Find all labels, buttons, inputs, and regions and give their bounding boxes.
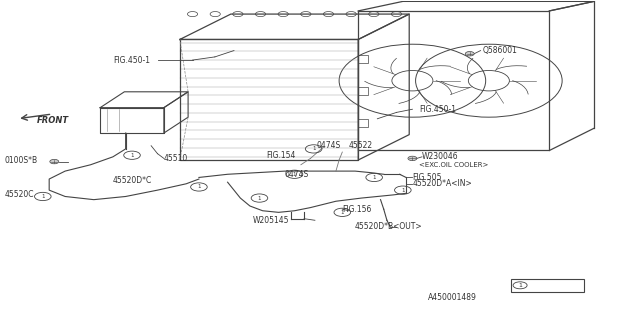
Circle shape — [408, 156, 417, 161]
Text: FIG.156: FIG.156 — [342, 205, 372, 214]
Text: 0100S*B: 0100S*B — [4, 156, 38, 164]
Bar — [511, 279, 584, 292]
Text: 45520D*B<OUT>: 45520D*B<OUT> — [355, 222, 422, 231]
Text: W170062: W170062 — [532, 281, 569, 290]
Text: 0474S: 0474S — [285, 170, 309, 179]
Text: 45510: 45510 — [164, 154, 188, 163]
Text: 1: 1 — [372, 175, 376, 180]
Text: 1: 1 — [340, 210, 344, 215]
Circle shape — [465, 52, 474, 56]
Text: <EXC.OIL COOLER>: <EXC.OIL COOLER> — [419, 162, 488, 168]
Text: 45522: 45522 — [349, 141, 372, 150]
Text: FIG.450-1: FIG.450-1 — [113, 56, 150, 65]
Text: 45520D*A<IN>: 45520D*A<IN> — [412, 179, 472, 188]
Bar — [358, 55, 368, 63]
Text: 1: 1 — [312, 146, 316, 151]
Text: 1: 1 — [401, 188, 404, 193]
Text: W230046: W230046 — [422, 152, 459, 161]
Bar — [358, 87, 368, 95]
Bar — [358, 119, 368, 127]
Text: 1: 1 — [518, 283, 522, 288]
Text: 45520C: 45520C — [4, 190, 34, 199]
Text: 1: 1 — [131, 153, 134, 158]
Text: 45520D*C: 45520D*C — [113, 176, 152, 185]
Text: 1: 1 — [258, 196, 261, 201]
Text: 1: 1 — [197, 184, 201, 189]
Circle shape — [50, 159, 59, 164]
Text: 0474S: 0474S — [317, 141, 341, 150]
Text: FIG.154: FIG.154 — [266, 151, 295, 160]
Text: A450001489: A450001489 — [428, 293, 477, 302]
Text: FRONT: FRONT — [36, 116, 68, 125]
Text: Q586001: Q586001 — [483, 46, 517, 55]
Text: FIG.505: FIG.505 — [412, 173, 442, 182]
Text: 1: 1 — [41, 194, 45, 199]
Text: 1: 1 — [292, 172, 296, 177]
Text: W205145: W205145 — [253, 216, 289, 225]
Text: FIG.450-1: FIG.450-1 — [419, 105, 456, 114]
